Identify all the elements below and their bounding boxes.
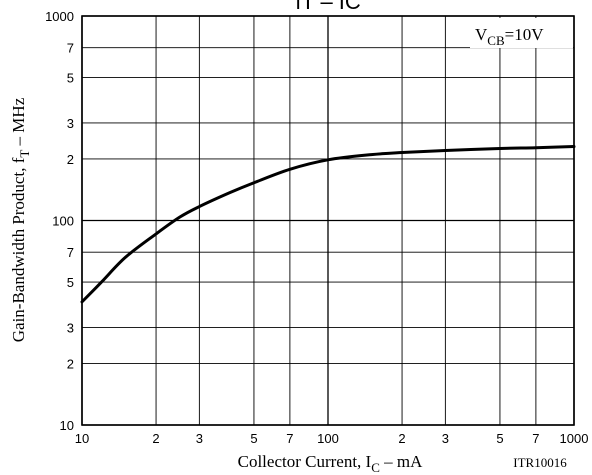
- series-group: [80, 145, 576, 304]
- y-tick-label: 5: [67, 71, 74, 86]
- x-tick-label: 100: [317, 431, 339, 446]
- y-tick-label: 3: [67, 116, 74, 131]
- x-tick-label: 7: [286, 431, 293, 446]
- y-tick-label: 7: [67, 245, 74, 260]
- y-tick-label: 2: [67, 152, 74, 167]
- x-tick-label: 3: [196, 431, 203, 446]
- figure-code: ITR10016: [513, 455, 567, 470]
- y-tick-label: 7: [67, 41, 74, 56]
- x-tick-label: 1000: [560, 431, 589, 446]
- x-tick-label: 5: [496, 431, 503, 446]
- x-tick-label: 2: [152, 431, 159, 446]
- y-tick-label: 10: [60, 418, 74, 433]
- x-axis-label: Collector Current, IC – mA: [238, 452, 424, 475]
- x-tick-labels: 10 2 3 5 7 100 2 3 5 7 1000: [75, 431, 589, 446]
- annotation-label: VCB=10V: [475, 25, 544, 48]
- y-tick-label: 2: [67, 356, 74, 371]
- y-axis-label: Gain-Bandwidth Product, fT – MHz: [9, 97, 32, 342]
- chart-title: fT – IC: [295, 0, 361, 14]
- annotation-box: [470, 18, 573, 48]
- x-tick-label: 3: [442, 431, 449, 446]
- x-tick-label: 5: [250, 431, 257, 446]
- grid: [81, 15, 575, 426]
- y-tick-label: 3: [67, 320, 74, 335]
- x-tick-label: 7: [532, 431, 539, 446]
- y-tick-label: 1000: [45, 9, 74, 24]
- plot-frame: [81, 15, 575, 426]
- y-tick-label: 5: [67, 275, 74, 290]
- x-tick-label: 2: [398, 431, 405, 446]
- x-tick-label: 10: [75, 431, 89, 446]
- y-tick-labels: 10 2 3 5 7 100 2 3 5 7 1000: [45, 9, 74, 433]
- series-line: [80, 145, 576, 304]
- y-tick-label: 100: [52, 214, 74, 229]
